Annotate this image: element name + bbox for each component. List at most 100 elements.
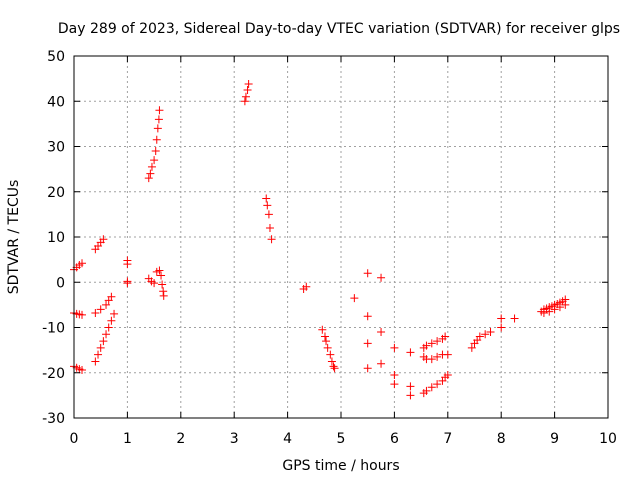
data-point-s10-1 <box>241 92 250 101</box>
data-point-s07-1 <box>123 256 132 265</box>
data-point-s14-5 <box>377 273 386 282</box>
y-tick-label-2: -10 <box>42 321 65 337</box>
series-s07 <box>123 256 132 288</box>
y-tick-label-0: -30 <box>42 411 65 427</box>
data-point-s13-0 <box>318 325 327 334</box>
data-point-s14-11 <box>406 348 415 357</box>
data-point-s08-2 <box>147 162 156 171</box>
series-s18 <box>467 328 495 352</box>
data-point-s10-0 <box>240 97 249 106</box>
data-point-s08-3 <box>150 156 159 165</box>
data-point-s16-5 <box>443 350 452 359</box>
series-s08 <box>144 106 164 183</box>
x-axis-label: GPS time / hours <box>282 458 399 474</box>
data-point-s06-6 <box>107 316 116 325</box>
data-point-s17-1 <box>422 386 431 395</box>
x-tick-label-3: 3 <box>230 431 239 447</box>
data-point-s14-8 <box>390 343 399 352</box>
data-point-s08-5 <box>152 135 161 144</box>
y-axis-label: SDTVAR / TECUs <box>6 180 22 295</box>
data-points <box>70 80 570 400</box>
data-point-s13-2 <box>322 337 331 346</box>
data-point-s12-1 <box>302 282 311 291</box>
data-point-s16-3 <box>433 352 442 361</box>
series-s10 <box>240 80 253 106</box>
x-tick-label-5: 5 <box>337 431 346 447</box>
data-point-s09-6 <box>158 280 167 289</box>
data-point-s14-9 <box>390 371 399 380</box>
data-point-s13-5 <box>327 357 336 366</box>
data-point-s06-7 <box>110 309 119 318</box>
data-point-s06-2 <box>96 343 105 352</box>
series-s04 <box>91 235 108 254</box>
y-tick-label-8: 50 <box>47 49 65 65</box>
data-point-s15-2 <box>427 339 436 348</box>
data-point-s08-7 <box>154 115 163 124</box>
data-point-s10-3 <box>244 80 253 89</box>
series-s19 <box>497 314 519 332</box>
data-point-s14-2 <box>363 312 372 321</box>
chart-title: Day 289 of 2023, Sidereal Day-to-day VTE… <box>58 21 620 37</box>
y-axis-ticks: -30 -20 -10 0 10 20 30 40 50 <box>42 49 608 427</box>
series-s21 <box>539 300 570 318</box>
data-point-s19-1 <box>497 323 506 332</box>
data-point-s06-1 <box>94 350 103 359</box>
data-point-s21-4 <box>561 300 570 309</box>
data-point-s19-2 <box>510 314 519 323</box>
series-s15 <box>419 332 450 352</box>
data-point-s15-5 <box>441 332 450 341</box>
data-point-s11-1 <box>263 201 272 210</box>
data-point-s14-10 <box>390 380 399 389</box>
x-tick-label-9: 9 <box>550 431 559 447</box>
series-s17 <box>419 371 452 398</box>
data-point-s06-0 <box>91 357 100 366</box>
data-point-s03-3 <box>78 366 87 375</box>
data-point-s08-8 <box>155 106 164 115</box>
data-point-s13-4 <box>326 350 335 359</box>
data-point-s18-5 <box>486 328 495 337</box>
data-point-s08-6 <box>153 124 162 133</box>
data-point-s05-1 <box>96 305 105 314</box>
data-point-s17-6 <box>443 371 452 380</box>
data-point-s14-4 <box>363 364 372 373</box>
series-s05 <box>91 292 116 318</box>
data-point-s10-2 <box>243 85 252 94</box>
data-point-s05-0 <box>91 309 100 318</box>
data-point-s02-3 <box>78 310 87 319</box>
x-axis-ticks: 0 1 2 3 4 5 6 7 8 9 10 <box>70 56 617 447</box>
data-point-s09-8 <box>159 291 168 300</box>
data-point-s08-4 <box>151 147 160 156</box>
data-point-s11-3 <box>265 223 274 232</box>
y-tick-label-5: 20 <box>47 185 65 201</box>
data-point-s04-3 <box>99 235 108 244</box>
data-point-s08-1 <box>146 169 155 178</box>
x-tick-label-1: 1 <box>123 431 132 447</box>
data-point-s11-0 <box>262 194 271 203</box>
data-point-s13-7 <box>330 364 339 373</box>
data-point-s19-0 <box>497 314 506 323</box>
data-point-s17-3 <box>433 380 442 389</box>
data-point-s06-3 <box>99 337 108 346</box>
data-point-s05-2 <box>102 300 111 309</box>
data-point-s09-7 <box>159 287 168 296</box>
x-tick-label-8: 8 <box>497 431 506 447</box>
data-point-s09-2 <box>150 279 159 288</box>
series-s06 <box>91 309 119 366</box>
x-tick-label-6: 6 <box>390 431 399 447</box>
series-s16 <box>419 350 452 364</box>
data-point-s05-4 <box>107 292 116 301</box>
data-point-s09-5 <box>157 271 166 280</box>
y-tick-label-6: 30 <box>47 140 65 156</box>
data-point-s13-3 <box>323 343 332 352</box>
data-point-s14-13 <box>406 391 415 400</box>
data-point-s21-0 <box>539 309 548 318</box>
y-tick-label-4: 10 <box>47 230 65 246</box>
series-s14 <box>350 269 415 400</box>
data-point-s21-3 <box>555 303 564 312</box>
data-point-s18-4 <box>481 330 490 339</box>
data-point-s07-3 <box>123 277 132 286</box>
series-s13 <box>318 325 339 373</box>
data-point-s16-2 <box>427 355 436 364</box>
x-tick-label-10: 10 <box>599 431 617 447</box>
x-tick-label-4: 4 <box>283 431 292 447</box>
